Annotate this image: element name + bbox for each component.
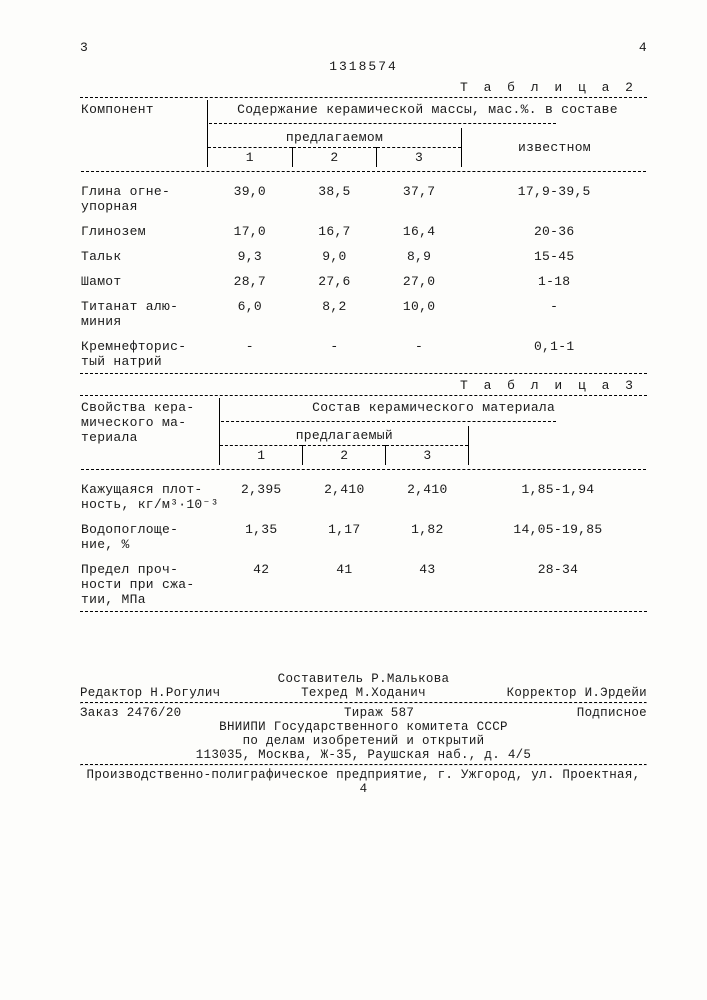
table2-c3: 3 bbox=[377, 148, 462, 168]
table2-sub-proposed: предлагаемом bbox=[208, 128, 462, 148]
table3-sub-proposed: предлагаемый bbox=[220, 426, 469, 446]
page-right: 4 bbox=[639, 40, 647, 55]
table2: Компонент Содержание керамической массы,… bbox=[80, 100, 647, 371]
row-label: Шамот bbox=[80, 266, 208, 291]
cell: 27,6 bbox=[292, 266, 377, 291]
document-number: 1318574 bbox=[80, 59, 647, 74]
order: Заказ 2476/20 bbox=[80, 706, 181, 720]
cell: 2,410 bbox=[303, 474, 386, 514]
cell: 14,05-19,85 bbox=[469, 514, 647, 554]
cell: 39,0 bbox=[208, 176, 293, 216]
org1: ВНИИПИ Государственного комитета СССР bbox=[80, 720, 647, 734]
org2: по делам изобретений и открытий bbox=[80, 734, 647, 748]
table2-col-component: Компонент bbox=[80, 100, 208, 167]
row-label: Тальк bbox=[80, 241, 208, 266]
cell: 17,0 bbox=[208, 216, 293, 241]
cell: 9,3 bbox=[208, 241, 293, 266]
cell: - bbox=[208, 331, 293, 371]
table3: Свойства кера- мического ма- териала Сос… bbox=[80, 398, 647, 609]
cell: 0,1-1 bbox=[461, 331, 647, 371]
table3-caption: Т а б л и ц а 3 bbox=[80, 378, 637, 393]
subscribe: Подписное bbox=[577, 706, 647, 720]
cell: 9,0 bbox=[292, 241, 377, 266]
cell: 1,82 bbox=[386, 514, 469, 554]
row-label: Предел проч- ности при сжа- тии, МПа bbox=[80, 554, 220, 609]
table3-col-content: Состав керамического материала bbox=[220, 398, 647, 417]
corrector: Корректор И.Эрдейи bbox=[507, 686, 647, 700]
page-numbers: 3 4 bbox=[80, 40, 647, 55]
cell: 28,7 bbox=[208, 266, 293, 291]
cell: 17,9-39,5 bbox=[461, 176, 647, 216]
editor: Редактор Н.Рогулич bbox=[80, 686, 220, 700]
row-label: Кремнефторис- тый натрий bbox=[80, 331, 208, 371]
techred: Техред М.Ходанич bbox=[301, 686, 426, 700]
cell: 43 bbox=[386, 554, 469, 609]
cell: 2,410 bbox=[386, 474, 469, 514]
row-label: Глинозем bbox=[80, 216, 208, 241]
cell: - bbox=[292, 331, 377, 371]
cell: 6,0 bbox=[208, 291, 293, 331]
table3-c2: 2 bbox=[303, 446, 386, 466]
cell: 8,2 bbox=[292, 291, 377, 331]
row-label: Водопоглоще- ние, % bbox=[80, 514, 220, 554]
row-label: Титанат алю- миния bbox=[80, 291, 208, 331]
page-left: 3 bbox=[80, 40, 88, 55]
table2-col-content: Содержание керамической массы, мас.%. в … bbox=[208, 100, 648, 119]
cell: 27,0 bbox=[377, 266, 462, 291]
cell: 1,35 bbox=[220, 514, 303, 554]
table2-caption: Т а б л и ц а 2 bbox=[80, 80, 637, 95]
row-label: Кажущаяся плот- ность, кг/м³·10⁻³ bbox=[80, 474, 220, 514]
table3-c1: 1 bbox=[220, 446, 303, 466]
cell: - bbox=[461, 291, 647, 331]
tirage: Тираж 587 bbox=[344, 706, 414, 720]
footer: Составитель Р.Малькова Редактор Н.Рогули… bbox=[80, 672, 647, 796]
table3-c3: 3 bbox=[386, 446, 469, 466]
cell: 1,85-1,94 bbox=[469, 474, 647, 514]
cell: 1,17 bbox=[303, 514, 386, 554]
cell: 42 bbox=[220, 554, 303, 609]
cell: 15-45 bbox=[461, 241, 647, 266]
cell: 20-36 bbox=[461, 216, 647, 241]
cell: 28-34 bbox=[469, 554, 647, 609]
cell: 38,5 bbox=[292, 176, 377, 216]
cell: 1-18 bbox=[461, 266, 647, 291]
cell: 37,7 bbox=[377, 176, 462, 216]
cell: 41 bbox=[303, 554, 386, 609]
cell: 10,0 bbox=[377, 291, 462, 331]
addr1: 113035, Москва, Ж-35, Раушская наб., д. … bbox=[80, 748, 647, 762]
cell: 2,395 bbox=[220, 474, 303, 514]
cell: 8,9 bbox=[377, 241, 462, 266]
table2-sub-known: известном bbox=[461, 128, 647, 167]
row-label: Глина огне- упорная bbox=[80, 176, 208, 216]
addr2: Производственно-полиграфическое предприя… bbox=[80, 768, 647, 796]
compiler: Составитель Р.Малькова bbox=[80, 672, 647, 686]
table2-c2: 2 bbox=[292, 148, 377, 168]
table3-col-props: Свойства кера- мического ма- териала bbox=[80, 398, 220, 465]
table2-c1: 1 bbox=[208, 148, 293, 168]
cell: 16,7 bbox=[292, 216, 377, 241]
cell: - bbox=[377, 331, 462, 371]
cell: 16,4 bbox=[377, 216, 462, 241]
